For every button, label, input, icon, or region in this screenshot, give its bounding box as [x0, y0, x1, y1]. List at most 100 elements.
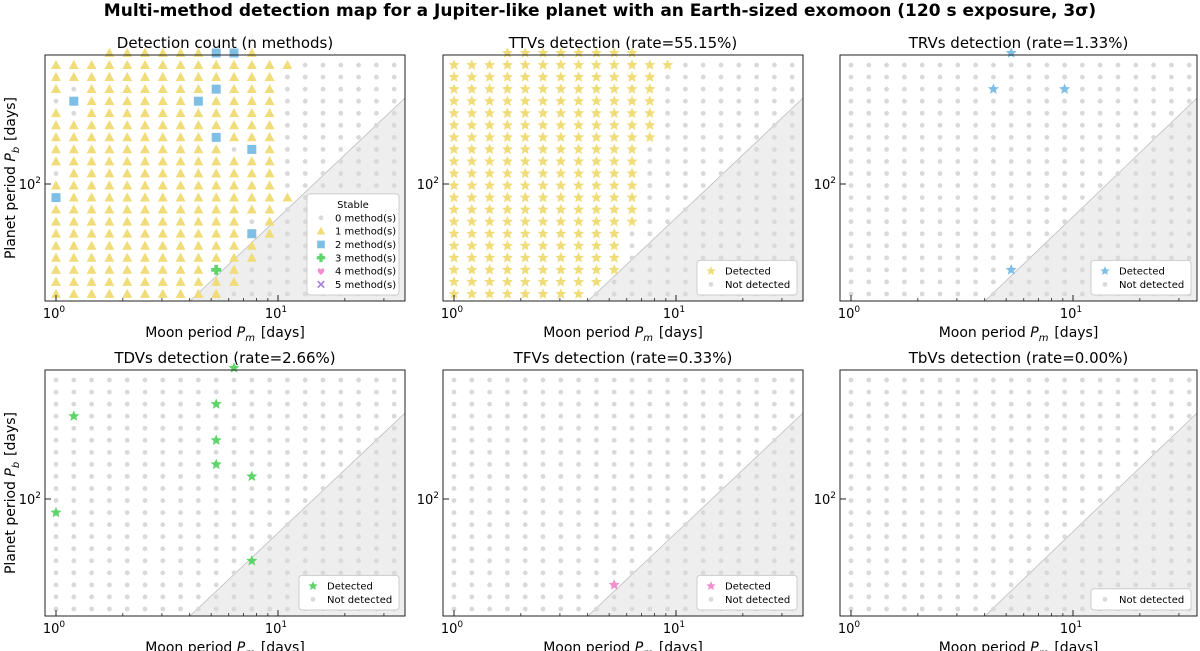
not-detected-point [884, 413, 889, 419]
legend-label: 3 method(s) [335, 253, 396, 264]
not-detected-point [451, 594, 457, 600]
detected-point [626, 71, 638, 82]
not-detected-point [937, 582, 943, 588]
not-detected-point [955, 594, 961, 600]
not-detected-point [1062, 195, 1067, 201]
not-detected-point [178, 498, 184, 503]
detected-point [519, 107, 531, 118]
detected-point [448, 227, 460, 239]
detection-point [264, 83, 275, 94]
not-detected-point [302, 122, 308, 128]
not-detected-point [647, 425, 653, 431]
not-detected-point [1186, 98, 1192, 104]
not-detected-point [789, 534, 795, 540]
detected-point [519, 227, 531, 239]
not-detected-point [1169, 231, 1174, 237]
not-detected-point [902, 425, 907, 431]
not-detected-point [285, 582, 290, 588]
detection-point [122, 192, 133, 202]
not-detected-point [540, 449, 546, 455]
detected-point [519, 131, 531, 143]
not-detected-point [991, 122, 996, 128]
not-detected-point [89, 546, 94, 552]
not-detected-point [754, 546, 759, 552]
not-detected-point [1151, 413, 1156, 419]
detected-point [466, 276, 478, 287]
not-detected-point [249, 437, 255, 443]
detection-point [86, 240, 97, 250]
not-detected-point [320, 462, 326, 467]
not-detected-point [1008, 558, 1014, 564]
detection-point [211, 71, 222, 81]
not-detected-point [754, 522, 759, 528]
legend-label: Not detected [327, 595, 392, 606]
detection-point [68, 120, 79, 130]
not-detected-point [1008, 255, 1014, 261]
not-detected-point [89, 462, 94, 467]
x-axis-label: Moon period Pm [days] [145, 325, 305, 344]
detection-point [157, 59, 168, 69]
detected-point [484, 59, 496, 70]
not-detected-point [1008, 413, 1014, 419]
not-detected-point [1133, 413, 1139, 419]
not-detected-point [902, 147, 907, 152]
not-detected-point [469, 606, 475, 612]
not-detected-point [973, 147, 978, 152]
not-detected-point [160, 594, 166, 600]
not-detected-point [142, 401, 148, 407]
not-detected-point [285, 558, 290, 564]
not-detected-point [469, 474, 475, 479]
not-detected-point [338, 98, 344, 104]
not-detected-point [391, 122, 397, 128]
not-detected-point [285, 462, 290, 467]
detection-point [122, 108, 133, 118]
detection-point [193, 96, 203, 106]
not-detected-point [285, 437, 290, 443]
not-detected-point [1169, 195, 1174, 201]
not-detected-point [505, 425, 510, 431]
not-detected-point [107, 486, 112, 491]
detected-point [519, 155, 531, 167]
detected-point [608, 59, 620, 70]
detection-point [86, 216, 97, 226]
not-detected-point [955, 255, 961, 261]
not-detected-point [700, 498, 706, 503]
not-detected-point [391, 437, 397, 443]
not-detected-point [1044, 267, 1050, 273]
not-detected-point [772, 134, 777, 140]
not-detected-point [718, 171, 724, 176]
not-detected-point [919, 425, 925, 431]
not-detected-point [736, 425, 742, 431]
detection-point [229, 228, 239, 238]
not-detected-point [955, 449, 961, 455]
not-detected-point [1097, 231, 1103, 237]
not-detected-point [320, 122, 326, 128]
detection-point [211, 204, 222, 214]
not-detected-point [302, 291, 308, 297]
not-detected-point [848, 255, 854, 261]
not-detected-point [1008, 377, 1014, 383]
not-detected-point [1151, 219, 1156, 225]
detected-point [1005, 264, 1017, 275]
not-detected-point [1008, 98, 1014, 104]
not-detected-point [647, 279, 653, 285]
not-detected-point [1097, 449, 1103, 455]
not-detected-point [991, 462, 996, 467]
not-detected-point [866, 594, 872, 600]
not-detected-point [1115, 510, 1121, 515]
detection-point [104, 180, 115, 190]
not-detected-point [356, 522, 361, 528]
not-detected-point [285, 510, 290, 515]
not-detected-point [700, 401, 706, 407]
not-detected-point [611, 474, 617, 479]
detection-point [264, 71, 275, 81]
not-detected-point [320, 570, 326, 576]
not-detected-point [196, 534, 201, 540]
not-detected-point [302, 86, 308, 92]
not-detected-point [772, 449, 777, 455]
not-detected-point [1026, 231, 1032, 237]
not-detected-point [700, 413, 706, 419]
not-detected-point [1044, 498, 1050, 503]
not-detected-point [1062, 159, 1067, 164]
detected-point [466, 240, 478, 251]
